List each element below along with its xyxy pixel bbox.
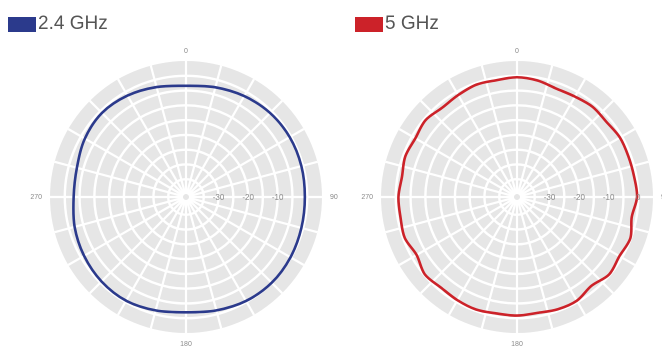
radial-tick-label: -30 — [544, 193, 556, 202]
grid-spoke — [385, 160, 515, 198]
grid-spoke — [89, 198, 185, 294]
polar-plot: -30 -20 -10 0 90 180 270 — [30, 48, 338, 348]
grid-spoke — [448, 78, 517, 195]
grid-spoke — [67, 197, 184, 266]
grid-spoke — [385, 196, 515, 234]
angle-tick-label: 0 — [184, 48, 188, 55]
grid-spoke — [516, 65, 554, 195]
angle-tick-label: 90 — [330, 194, 338, 201]
radial-tick-label: -20 — [242, 193, 254, 202]
grid-spoke — [67, 128, 184, 197]
angle-tick-label: 180 — [180, 341, 192, 348]
polar-chart-5ghz: 5 GHz -30 -20 -10 0 0 90 180 270 — [331, 0, 662, 349]
series-line — [397, 75, 639, 317]
grid-spoke — [117, 199, 186, 316]
angle-tick-label: 0 — [515, 48, 519, 55]
grid-spoke — [188, 128, 305, 197]
legend-swatch — [8, 16, 36, 32]
legend: 2.4 GHz — [8, 13, 108, 35]
angle-tick-label: 180 — [511, 341, 523, 348]
grid-spoke — [517, 78, 586, 195]
polar-chart-2-4ghz: 2.4 GHz -30 -20 -10 0 90 180 270 — [8, 13, 338, 348]
grid-spoke — [517, 199, 586, 316]
grid-spoke — [187, 198, 283, 294]
grid-spoke — [149, 199, 187, 329]
radial-tick-label: -10 — [272, 193, 284, 202]
legend-label: 2.4 GHz — [38, 13, 108, 34]
polar-plot: -30-20-100090180270 — [361, 48, 662, 348]
grid-spoke — [117, 78, 186, 195]
radial-tick-label: -20 — [573, 193, 585, 202]
grid-spoke — [519, 128, 636, 197]
grid-spoke — [518, 198, 614, 294]
grid-spoke — [518, 100, 614, 196]
grid-spoke — [519, 197, 636, 266]
angle-tick-label: 270 — [30, 194, 42, 201]
grid-spoke — [188, 196, 318, 234]
grid-spoke — [516, 199, 554, 329]
radial-tick-label: -10 — [603, 193, 615, 202]
grid-spoke — [186, 199, 255, 316]
series-line — [72, 84, 307, 314]
grid-spoke — [188, 197, 305, 266]
grid-spoke — [420, 100, 516, 196]
grid-spoke — [188, 160, 318, 198]
grid-spoke — [448, 199, 517, 316]
legend-swatch — [355, 16, 383, 32]
legend: 5 GHz — [355, 13, 439, 35]
grid-spoke — [185, 199, 223, 329]
grid-spoke — [480, 65, 518, 195]
grid-spoke — [89, 100, 185, 196]
grid-spoke — [187, 100, 283, 196]
legend-label: 5 GHz — [385, 13, 439, 34]
grid-spoke — [186, 78, 255, 195]
grid-spoke — [398, 197, 515, 266]
grid-spoke — [480, 199, 518, 329]
grid-spoke — [54, 196, 184, 234]
radial-tick-label: 0 — [636, 193, 641, 202]
radial-tick-label: -30 — [213, 193, 225, 202]
grid-spoke — [398, 128, 515, 197]
grid-spoke — [519, 160, 649, 198]
angle-tick-label: 270 — [361, 194, 373, 201]
grid-spoke — [519, 196, 649, 234]
grid-spoke — [420, 198, 516, 294]
